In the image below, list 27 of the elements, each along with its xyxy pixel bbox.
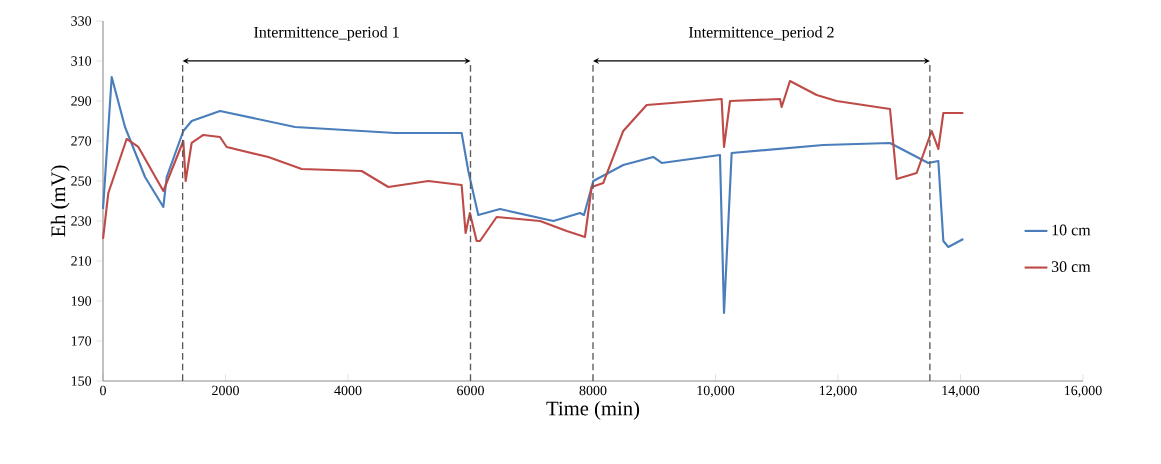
x-tick-label: 4000	[334, 385, 362, 396]
legend-label: 10 cm	[1052, 224, 1091, 236]
x-tick-label: 8000	[579, 385, 607, 396]
y-tick-label: 210	[71, 256, 92, 266]
y-tick-label: 150	[71, 376, 92, 386]
y-tick-label: 250	[71, 176, 92, 186]
x-tick-label: 10,000	[697, 385, 735, 398]
y-axis-title: Eh (mV)	[50, 165, 70, 237]
x-tick-label: 16,000	[1064, 385, 1102, 398]
x-axis-title: Time (min)	[546, 400, 640, 420]
x-tick-label: 0	[100, 385, 106, 396]
x-tick-label: 12,000	[819, 385, 857, 398]
y-tick-label: 190	[71, 296, 92, 306]
y-tick-label: 310	[71, 56, 92, 66]
annotation: Intermittence_period 1	[254, 26, 399, 41]
line-series	[101, 79, 965, 243]
x-tick-label: 6000	[457, 385, 484, 396]
x-tick-label: 14,000	[942, 385, 980, 398]
y-tick-label: 170	[71, 336, 92, 346]
y-tick-label: 290	[71, 96, 92, 106]
y-tick-label: 270	[71, 136, 92, 146]
x-tick-label: 2000	[212, 385, 239, 396]
legend-label: 30 cm	[1051, 261, 1091, 273]
annotation: Intermittence_period 2	[688, 26, 834, 41]
line-series	[101, 75, 965, 315]
y-tick-label: 230	[71, 216, 92, 226]
y-tick-label: 330	[71, 16, 92, 26]
